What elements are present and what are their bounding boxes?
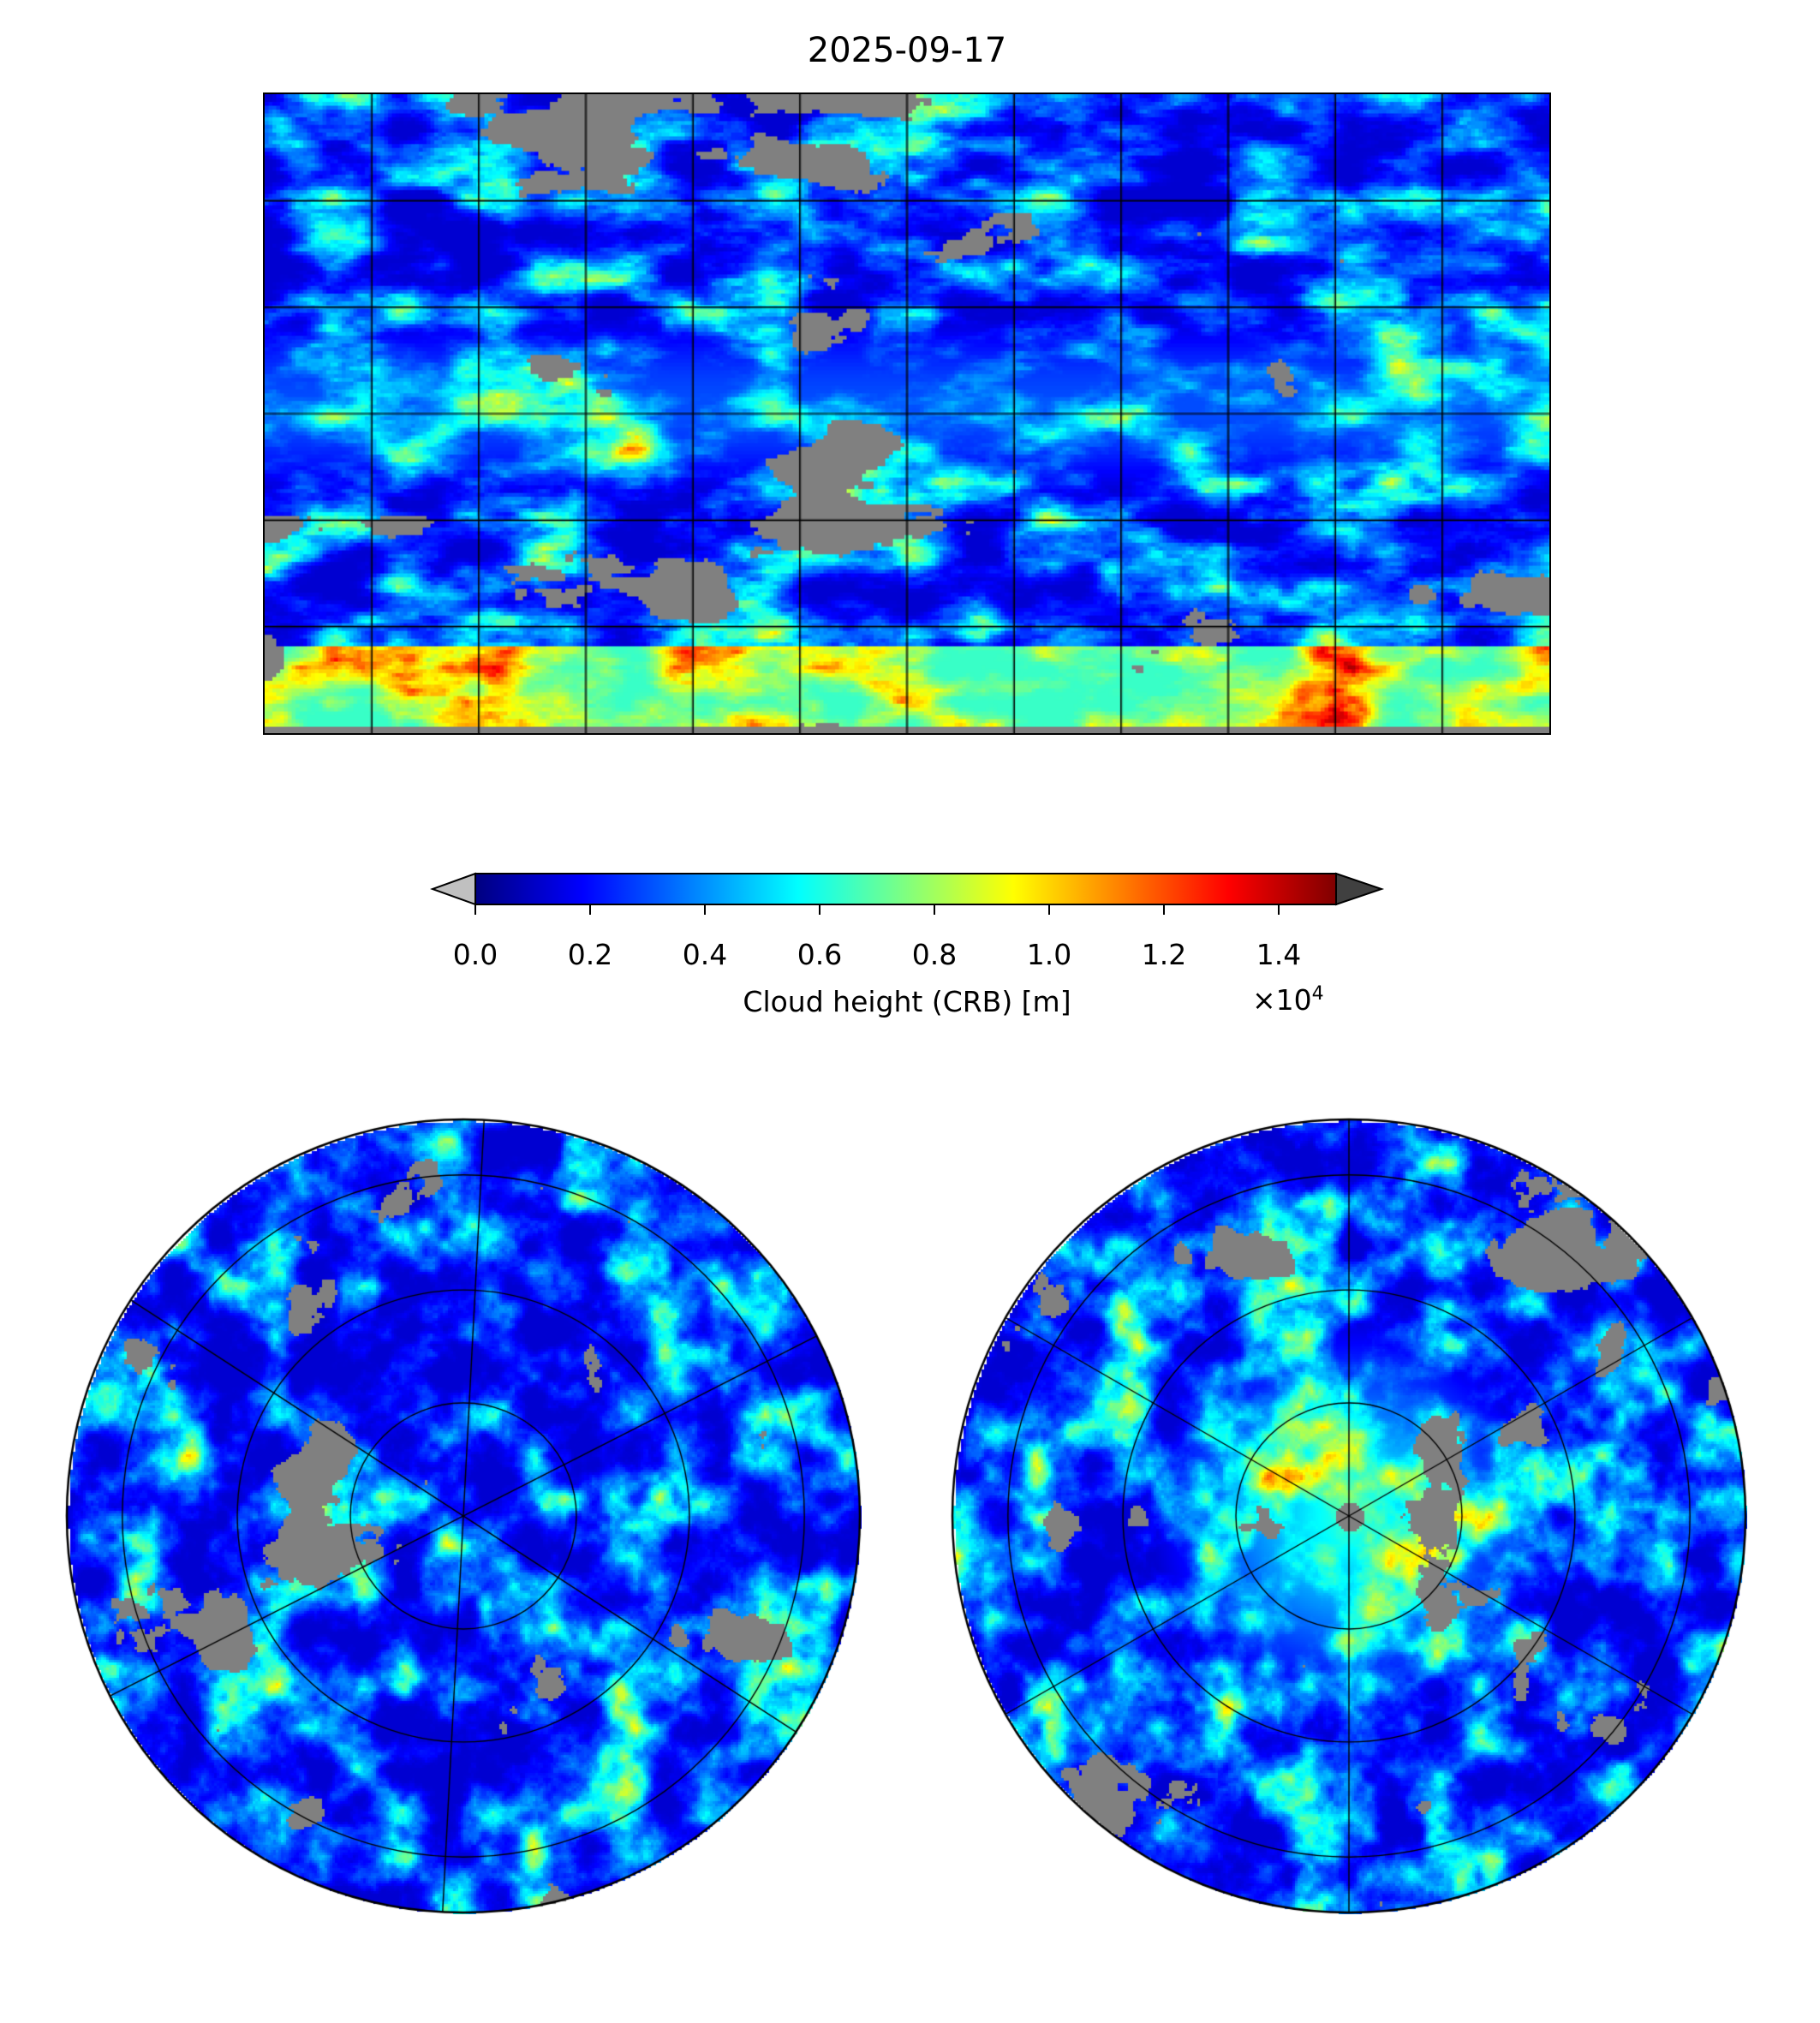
colorbar-tick-label: 0.4 [682, 938, 728, 971]
colorbar-multiplier: ×104 [1252, 983, 1324, 1017]
colorbar-tick-label: 0.0 [452, 938, 498, 971]
colorbar [430, 872, 1385, 915]
multiplier-base: ×10 [1252, 983, 1312, 1017]
colorbar-under-extend [430, 872, 476, 906]
south-polar-raster [951, 1118, 1747, 1914]
global-map-raster [265, 94, 1549, 733]
colorbar-tick-label: 1.0 [1026, 938, 1072, 971]
colorbar-over-extend [1335, 872, 1385, 906]
colorbar-label: Cloud height (CRB) [m] [743, 985, 1071, 1018]
north-polar-raster [65, 1118, 862, 1914]
south-polar-map [951, 1118, 1747, 1914]
colorbar-gradient [474, 873, 1337, 905]
colorbar-tick-label: 0.6 [797, 938, 843, 971]
colorbar-tick-label: 0.2 [567, 938, 613, 971]
north-polar-map [65, 1118, 862, 1914]
multiplier-exponent: 4 [1311, 983, 1324, 1005]
figure-title: 2025-09-17 [807, 31, 1007, 70]
colorbar-tick-label: 1.2 [1141, 938, 1187, 971]
global-cloud-height-map [263, 92, 1551, 735]
colorbar-tick-label: 1.4 [1256, 938, 1302, 971]
colorbar-tick-label: 0.8 [911, 938, 958, 971]
